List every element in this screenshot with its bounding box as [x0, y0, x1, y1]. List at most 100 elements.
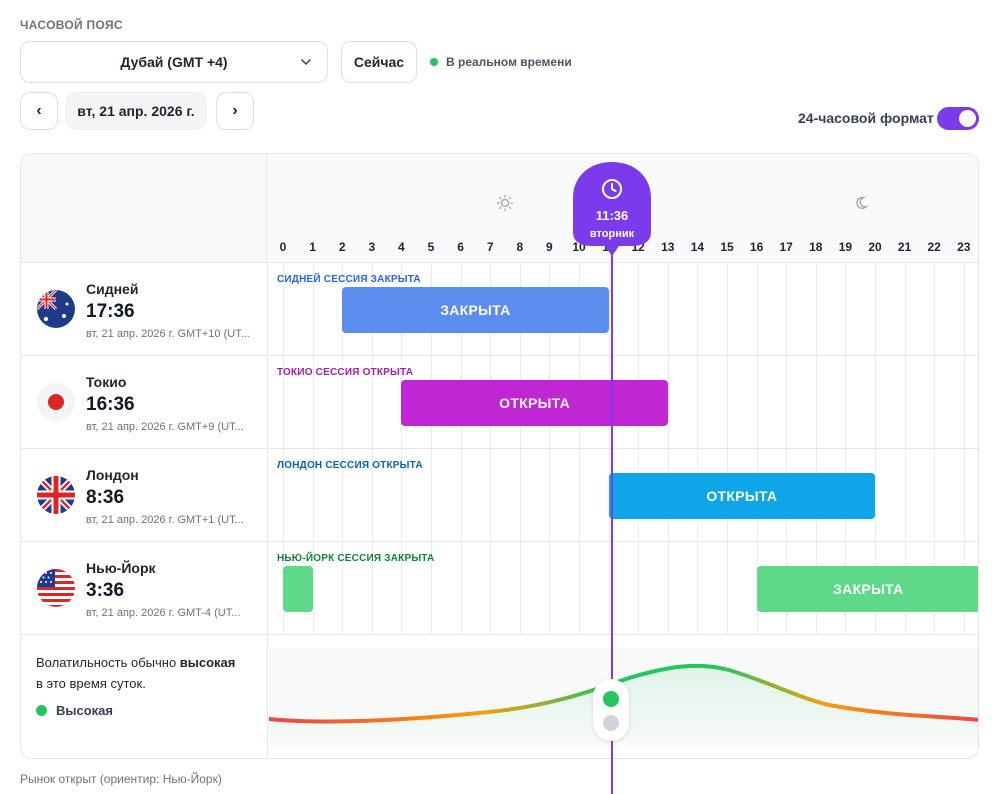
session-label: НЬЮ-ЙОРК СЕССИЯ ЗАКРЫТА: [277, 553, 435, 564]
hour-gridline: [579, 542, 580, 634]
hour-tick: 5: [427, 240, 435, 254]
session-label: ТОКИО СЕССИЯ ОТКРЫТА: [277, 367, 414, 378]
hour-tick: 19: [838, 240, 853, 254]
session-label: ЛОНДОН СЕССИЯ ОТКРЫТА: [277, 460, 423, 471]
hour-tick: 4: [398, 240, 405, 254]
hour-gridline: [845, 263, 847, 355]
hour-gridline: [608, 263, 610, 355]
hour-tick: 3: [368, 240, 376, 254]
hour-gridline: [875, 356, 876, 448]
volatility-text-suffix: в это время суток.: [36, 676, 146, 691]
hour-gridline: [638, 263, 640, 355]
hour-tick: 20: [868, 240, 882, 254]
market-row-timeline: СИДНЕЙ СЕССИЯ ЗАКРЫТА ЗАКРЫТА: [269, 263, 978, 356]
realtime-indicator: В реальном времени: [430, 55, 572, 69]
format-toggle[interactable]: [937, 107, 979, 130]
hour-gridline: [490, 449, 492, 541]
timezone-select[interactable]: Дубай (GMT +4): [20, 41, 328, 83]
moon-icon: [856, 196, 869, 209]
market-date-offset: вт, 21 апр. 2026 г. GMT+10 (UT...: [86, 328, 250, 340]
scroll-dot-active[interactable]: [603, 691, 619, 707]
hour-gridline: [638, 542, 640, 634]
hour-gridline: [342, 356, 344, 448]
market-row-timeline: ЛОНДОН СЕССИЯ ОТКРЫТА ОТКРЫТА: [269, 449, 978, 542]
hour-gridline: [904, 356, 906, 448]
session-bar[interactable]: ОТКРЫТА: [401, 380, 668, 426]
hour-gridline: [904, 449, 906, 541]
hour-gridline: [401, 542, 403, 634]
market-date-offset: вт, 21 апр. 2026 г. GMT-4 (UT...: [86, 607, 241, 619]
hour-gridline: [549, 449, 551, 541]
market-row-info: Токио 16:36 вт, 21 апр. 2026 г. GMT+9 (UT.…: [21, 356, 268, 449]
hour-gridline: [667, 356, 669, 448]
chevron-down-icon: [301, 59, 311, 65]
hour-gridline: [342, 542, 344, 634]
session-bar[interactable]: [283, 566, 313, 612]
hour-gridline: [460, 449, 462, 541]
hour-tick: 17: [779, 240, 793, 254]
clock-icon: [602, 179, 622, 199]
now-day: вторник: [589, 228, 635, 240]
volatility-level: Высокая: [36, 703, 113, 718]
uk-flag-icon: [37, 476, 75, 514]
hour-gridline: [934, 263, 936, 355]
toggle-knob: [959, 110, 976, 127]
session-bar[interactable]: ОТКРЫТА: [608, 473, 875, 519]
hour-gridline: [963, 263, 965, 355]
market-local-time: 17:36: [86, 301, 135, 322]
sessions-panel: 01234567891011121314151617181920212223 В…: [20, 153, 979, 759]
hour-gridline: [963, 449, 965, 541]
hour-tick: 9: [546, 240, 553, 254]
sun-icon: [496, 194, 514, 212]
australia-flag-icon: [37, 290, 75, 328]
volatility-scroll-indicator[interactable]: [593, 679, 629, 741]
now-button[interactable]: Сейчас: [341, 41, 417, 83]
realtime-dot-icon: [430, 58, 438, 66]
hour-gridline: [786, 356, 788, 448]
hour-gridline: [401, 449, 403, 541]
volatility-info: Волатильность обычно высокая в это время…: [21, 635, 268, 758]
hour-gridline: [371, 449, 373, 541]
hour-gridline: [727, 356, 728, 448]
hour-gridline: [460, 542, 462, 634]
hour-gridline: [815, 263, 817, 355]
hour-gridline: [904, 263, 906, 355]
japan-flag-icon: [37, 383, 75, 421]
scroll-dot-inactive[interactable]: [603, 715, 619, 731]
hour-gridline: [519, 542, 521, 634]
session-bar[interactable]: ЗАКРЫТА: [756, 566, 978, 612]
hour-tick: 15: [720, 240, 734, 254]
format-toggle-label: 24-часовой формат: [798, 110, 934, 126]
hour-gridline: [312, 542, 314, 634]
timezone-selected-value: Дубай (GMT +4): [120, 54, 228, 70]
hour-gridline: [667, 542, 669, 634]
hour-tick: 1: [309, 240, 316, 254]
hour-gridline: [845, 356, 847, 448]
hour-gridline: [283, 449, 284, 541]
market-date-offset: вт, 21 апр. 2026 г. GMT+1 (UT...: [86, 514, 244, 526]
footer-status: Рынок открыт (ориентир: Нью-Йорк): [20, 772, 222, 786]
market-row-info: Сидней 17:36 вт, 21 апр. 2026 г. GMT+10 (U…: [21, 263, 268, 356]
volatility-level-label: Высокая: [56, 703, 113, 718]
hour-gridline: [342, 449, 344, 541]
hour-gridline: [490, 542, 492, 634]
hour-tick: 21: [897, 240, 912, 254]
hour-gridline: [519, 449, 521, 541]
hour-gridline: [431, 542, 432, 634]
hour-gridline: [963, 356, 965, 448]
hour-tick: 8: [516, 240, 524, 254]
now-time: 11:36: [595, 208, 629, 223]
hour-tick: 23: [957, 240, 971, 254]
volatility-text-prefix: Волатильность обычно: [36, 655, 180, 670]
prev-day-button[interactable]: ‹: [20, 92, 58, 130]
market-city: Сидней: [86, 281, 139, 297]
hour-tick: 0: [279, 240, 287, 254]
hour-gridline: [875, 263, 876, 355]
next-day-button[interactable]: ›: [216, 92, 254, 130]
market-row-timeline: ТОКИО СЕССИЯ ОТКРЫТА ОТКРЫТА: [269, 356, 978, 449]
session-bar[interactable]: ЗАКРЫТА: [342, 287, 609, 333]
hour-gridline: [283, 356, 284, 448]
current-date: вт, 21 апр. 2026 г.: [66, 92, 206, 130]
hour-gridline: [312, 263, 314, 355]
hour-gridline: [934, 449, 936, 541]
